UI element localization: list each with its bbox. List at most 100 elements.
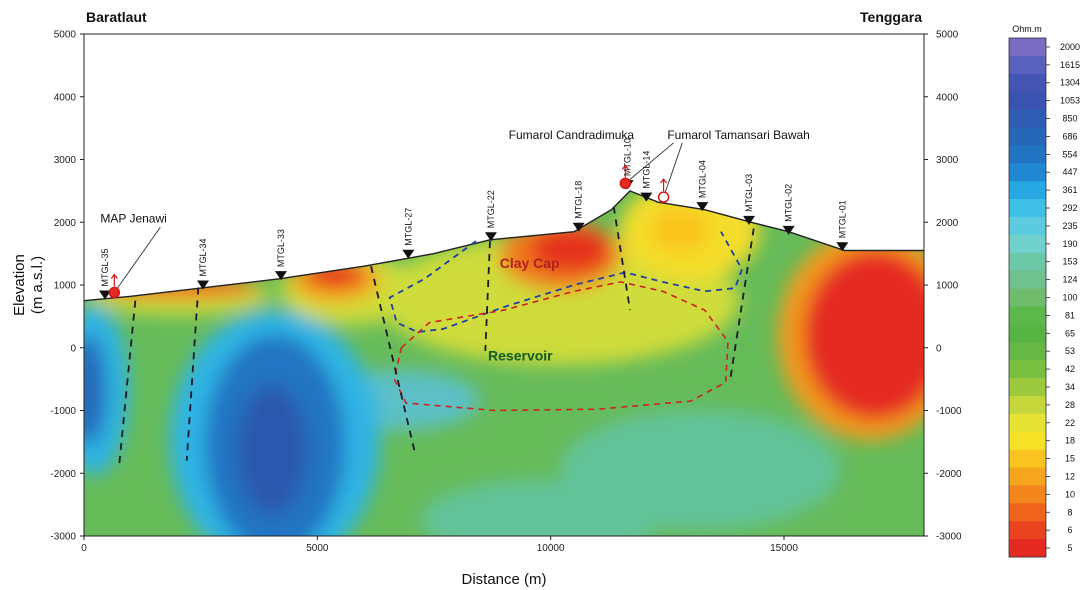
y-axis-ticks-left: 5000 4000 3000 2000 1000 0 -1000 -2000 -3000 (50, 30, 84, 543)
legend-swatch (1009, 395, 1046, 415)
legend-swatch (1009, 324, 1046, 343)
legend-value: 65 (1065, 328, 1075, 338)
y-tick-label-right: 1000 (936, 281, 959, 292)
legend-value: 2000 (1060, 42, 1080, 52)
legend-swatch (1009, 485, 1046, 504)
topography-line (83, 190, 924, 302)
x-axis-ticks: 0 5000 10000 15000 (81, 536, 798, 554)
legend-swatch (1009, 378, 1046, 397)
zone-labels: Clay Cap Reservoir (488, 255, 560, 363)
station-marker (99, 290, 111, 300)
station-marker (572, 222, 585, 232)
legend-swatch (1009, 73, 1046, 93)
y-axis-label: Elevation (m a.s.l.) (11, 254, 46, 316)
station-mtgl-34: MTGL-34 (197, 238, 209, 290)
legend-value: 447 (1062, 167, 1077, 177)
legend-swatch (1009, 467, 1046, 486)
legend-value: 5 (1067, 543, 1072, 553)
station-label: MTGL-02 (784, 184, 794, 222)
y-tick-label-right: -2000 (936, 469, 962, 480)
zone-label-clay-cap: Clay Cap (500, 255, 560, 271)
legend-value: 1304 (1060, 78, 1080, 88)
legend-swatch (1009, 431, 1046, 451)
station-mtgl-33: MTGL-33 (274, 229, 287, 281)
station-label: MTGL-10 (623, 138, 633, 176)
y-tick-label-left: 1000 (54, 281, 77, 292)
legend-frame (1008, 37, 1047, 558)
fault-lines (118, 206, 755, 468)
legend-value: 12 (1065, 471, 1075, 481)
legend-swatch (1009, 449, 1046, 468)
station-marker (274, 271, 287, 281)
y-tick-label-left: -3000 (50, 532, 76, 543)
legend-value: 8 (1067, 507, 1072, 517)
feature-marker (108, 286, 121, 299)
y-tick-label-left: 3000 (54, 155, 77, 166)
annotation-label: Fumarol Tamansari Bawah (667, 128, 810, 142)
legend-value: 22 (1065, 418, 1075, 428)
legend-swatch (1009, 503, 1046, 522)
y-axis-label-line2: (m a.s.l.) (29, 256, 46, 314)
station-mtgl-22: MTGL-22 (484, 190, 497, 242)
zone-label-reservoir: Reservoir (488, 347, 553, 363)
legend-value: 235 (1062, 221, 1077, 231)
station-mtgl-04: MTGL-04 (696, 160, 709, 212)
y-tick-label-left: 5000 (54, 30, 77, 41)
station-label: MTGL-34 (198, 238, 208, 276)
station-marker (782, 225, 795, 235)
resistivity-section (84, 190, 924, 536)
legend-swatch (1009, 91, 1046, 110)
legend-value: 100 (1062, 293, 1077, 303)
feature-marker (657, 191, 670, 203)
legend-swatch (1009, 109, 1046, 128)
blob-left-blue-core (84, 335, 106, 445)
legend-value: 190 (1062, 239, 1077, 249)
legend-value: 1053 (1060, 96, 1080, 106)
annotations: MAP Jenawi Fumarol Candradimuka Fumarol Ta… (100, 128, 810, 299)
blob-right-orange (650, 208, 710, 252)
x-tick-label: 5000 (306, 543, 329, 554)
station-mtgl-03: MTGL-03 (743, 174, 755, 225)
legend-swatch (1009, 252, 1046, 272)
y-axis-ticks-right: 5000 4000 3000 2000 1000 0 -1000 -2000 -3000 (924, 30, 962, 543)
blob-conductor-core (237, 385, 307, 515)
mt-stations: MTGL-35 MTGL-34 MTGL-33 MTGL-27 MTGL-22 MTGL-… (99, 138, 849, 300)
color-legend: Ohm.m 2000161513041053850686554447361292… (1008, 24, 1080, 558)
legend-value: 81 (1065, 310, 1075, 320)
blob-clay-red (530, 228, 610, 272)
legend-value: 28 (1065, 400, 1075, 410)
annotation-label: Fumarol Candradimuka (509, 128, 635, 142)
station-label: MTGL-27 (403, 208, 413, 246)
station-marker (484, 232, 497, 242)
station-marker (743, 215, 755, 225)
legend-value: 53 (1065, 346, 1075, 356)
legend-swatch (1009, 163, 1046, 182)
station-mtgl-35: MTGL-35 (99, 249, 111, 300)
station-label: MTGL-22 (486, 190, 496, 228)
y-tick-label-right: -3000 (936, 532, 962, 543)
fault-line-2 (185, 287, 200, 461)
y-tick-label-left: 0 (70, 343, 76, 354)
station-mtgl-02: MTGL-02 (782, 184, 795, 235)
station-marker (836, 242, 849, 252)
legend-value: 554 (1062, 149, 1077, 159)
station-mtgl-01: MTGL-01 (836, 200, 849, 252)
annotation-label: MAP Jenawi (100, 211, 166, 225)
annotation-1: MAP Jenawi (100, 211, 167, 299)
y-tick-label-right: 3000 (936, 155, 959, 166)
legend-value: 42 (1065, 364, 1075, 374)
legend-swatch (1009, 413, 1046, 433)
upflow-arrow-icon (621, 164, 629, 178)
y-tick-label-right: 5000 (936, 30, 959, 41)
station-marker (640, 192, 653, 202)
fault-line-5 (612, 206, 631, 311)
x-tick-label: 15000 (770, 543, 798, 554)
upflow-arrow-icon (660, 178, 668, 192)
station-label: MTGL-01 (837, 200, 847, 238)
y-axis-label-line1: Elevation (11, 254, 28, 316)
x-tick-label: 10000 (537, 543, 565, 554)
upflow-arrow-icon (110, 273, 118, 287)
legend-value: 153 (1062, 257, 1077, 267)
legend-value: 10 (1065, 489, 1075, 499)
legend-swatch (1009, 360, 1046, 379)
